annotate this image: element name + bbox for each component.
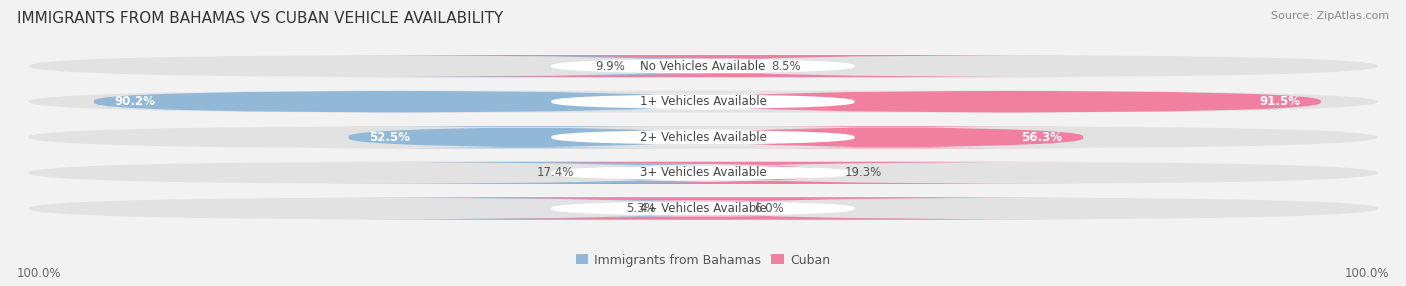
FancyBboxPatch shape bbox=[28, 91, 1378, 113]
Text: 9.9%: 9.9% bbox=[595, 59, 626, 73]
Text: 100.0%: 100.0% bbox=[1344, 267, 1389, 280]
Text: 8.5%: 8.5% bbox=[772, 59, 801, 73]
FancyBboxPatch shape bbox=[551, 165, 855, 181]
Legend: Immigrants from Bahamas, Cuban: Immigrants from Bahamas, Cuban bbox=[571, 249, 835, 272]
FancyBboxPatch shape bbox=[28, 126, 1378, 148]
FancyBboxPatch shape bbox=[551, 94, 855, 110]
FancyBboxPatch shape bbox=[359, 197, 1087, 220]
Text: 91.5%: 91.5% bbox=[1260, 95, 1301, 108]
Text: No Vehicles Available: No Vehicles Available bbox=[640, 59, 766, 73]
Text: 56.3%: 56.3% bbox=[1021, 131, 1063, 144]
FancyBboxPatch shape bbox=[94, 91, 703, 113]
FancyBboxPatch shape bbox=[28, 162, 1378, 184]
FancyBboxPatch shape bbox=[449, 162, 1087, 184]
FancyBboxPatch shape bbox=[551, 58, 855, 74]
FancyBboxPatch shape bbox=[28, 55, 1378, 77]
FancyBboxPatch shape bbox=[319, 197, 1052, 220]
Text: 6.0%: 6.0% bbox=[755, 202, 785, 215]
Text: 100.0%: 100.0% bbox=[17, 267, 62, 280]
Text: Source: ZipAtlas.com: Source: ZipAtlas.com bbox=[1271, 11, 1389, 21]
FancyBboxPatch shape bbox=[703, 91, 1320, 113]
Text: 5.3%: 5.3% bbox=[627, 202, 657, 215]
FancyBboxPatch shape bbox=[551, 200, 855, 217]
Text: 19.3%: 19.3% bbox=[845, 166, 882, 179]
FancyBboxPatch shape bbox=[699, 126, 1087, 148]
Text: 17.4%: 17.4% bbox=[537, 166, 575, 179]
Text: 3+ Vehicles Available: 3+ Vehicles Available bbox=[640, 166, 766, 179]
Text: 4+ Vehicles Available: 4+ Vehicles Available bbox=[640, 202, 766, 215]
Text: 90.2%: 90.2% bbox=[115, 95, 156, 108]
FancyBboxPatch shape bbox=[319, 55, 1021, 77]
FancyBboxPatch shape bbox=[319, 162, 970, 184]
Text: 1+ Vehicles Available: 1+ Vehicles Available bbox=[640, 95, 766, 108]
FancyBboxPatch shape bbox=[319, 126, 733, 148]
FancyBboxPatch shape bbox=[28, 197, 1378, 220]
FancyBboxPatch shape bbox=[551, 129, 855, 145]
Text: 2+ Vehicles Available: 2+ Vehicles Available bbox=[640, 131, 766, 144]
FancyBboxPatch shape bbox=[375, 55, 1087, 77]
Text: 52.5%: 52.5% bbox=[370, 131, 411, 144]
Text: IMMIGRANTS FROM BAHAMAS VS CUBAN VEHICLE AVAILABILITY: IMMIGRANTS FROM BAHAMAS VS CUBAN VEHICLE… bbox=[17, 11, 503, 26]
